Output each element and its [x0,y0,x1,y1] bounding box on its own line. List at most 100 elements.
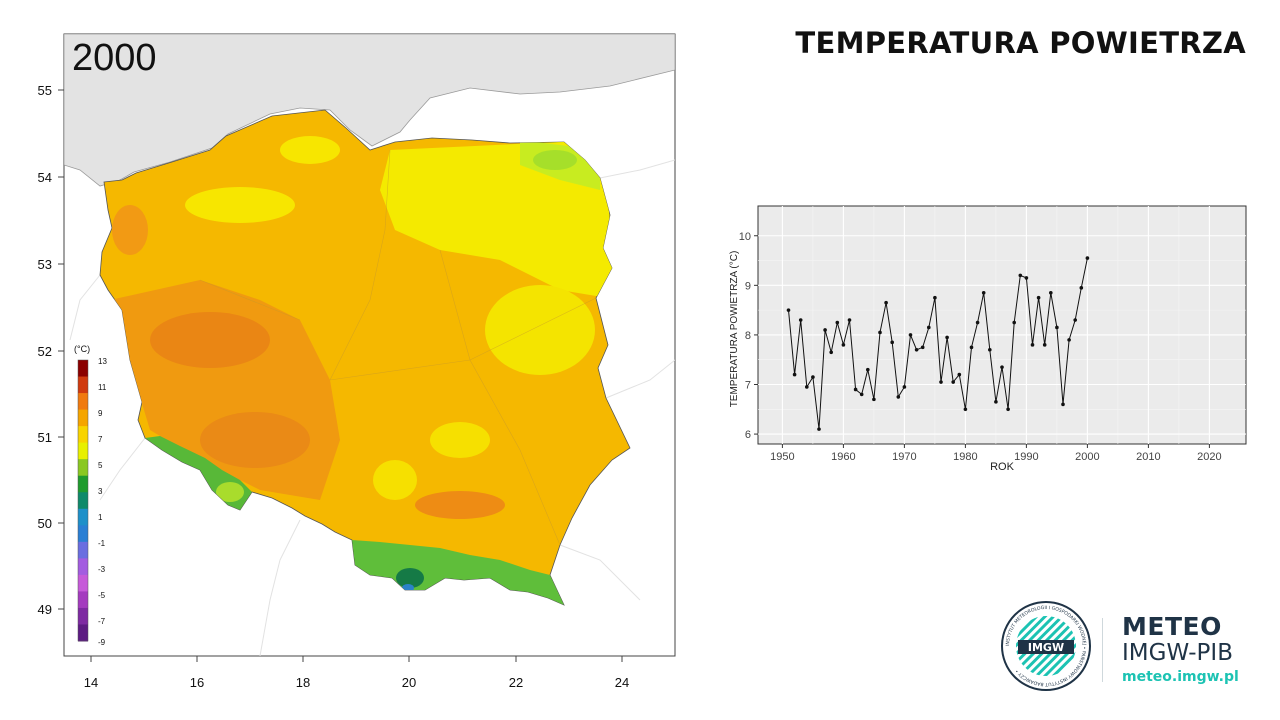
legend-tick-label: 9 [98,409,103,418]
longitude-axis: 14 16 18 20 22 24 [84,656,629,690]
legend-tick-label: 5 [98,461,103,470]
temperature-line-chart: 1950 1960 1970 1980 1990 2000 2010 2020 6 7 8 9 10 … [720,195,1260,480]
data-point [927,325,931,330]
data-point [957,372,962,377]
legend-swatch [78,525,88,543]
x-tick-label: 2020 [1197,451,1221,463]
legend-tick-label: 13 [98,357,107,366]
data-point [914,347,919,352]
logo-url: meteo.imgw.pl [1122,669,1239,685]
y-axis-label: TEMPERATURA POWIETRZA (°C) [729,251,740,408]
legend-swatch [78,409,88,427]
data-point [1073,318,1077,322]
legend-swatch [78,492,88,510]
data-point [988,347,992,352]
lat-tick-label: 55 [38,83,52,98]
data-point [1036,295,1041,300]
legend-swatch [78,607,88,625]
lon-tick-label: 18 [296,675,310,690]
data-point [1018,273,1023,278]
data-point [1006,407,1010,412]
legend-swatch [78,508,88,526]
series-line [788,257,1088,430]
data-point [878,330,882,335]
x-tick-label: 2010 [1136,451,1160,463]
legend-swatch [78,558,88,576]
y-tick-label: 9 [745,280,751,292]
lat-tick-label: 50 [38,516,52,531]
neighbour-borders [69,159,675,656]
x-tick-label: 1990 [1014,451,1038,463]
lon-tick-label: 16 [190,675,204,690]
x-tick-label: 1980 [953,451,977,463]
data-point [1079,286,1084,290]
data-point [908,333,913,337]
x-axis-label: ROK [990,461,1015,473]
emblem-text: IMGW [1028,641,1064,654]
legend-colorbar [77,359,89,642]
legend-swatch [78,459,88,477]
data-point [792,372,797,377]
imgw-emblem-icon: IMGW INSTYTUT METEOROLOGII I GOSPODARKI … [1001,601,1091,691]
data-point [859,392,864,397]
page-title: TEMPERATURA POWIETRZA [795,26,1246,60]
data-point [817,427,821,431]
temperature-map: 2000 55 54 53 52 51 50 49 14 16 18 20 22… [38,33,676,690]
data-point [920,345,925,350]
data-point [890,340,894,345]
data-point [841,343,846,347]
y-tick-label: 8 [745,330,751,342]
data-point [951,380,955,384]
lat-tick-label: 49 [38,602,52,617]
data-point [829,350,833,355]
data-point [872,397,876,402]
x-tick-label: 1960 [831,451,855,463]
legend-swatch [78,376,88,394]
y-tick-label: 6 [745,429,751,441]
lat-tick-label: 54 [38,170,52,185]
grid-minor [758,206,1246,444]
color-legend: (°C) 13 11 9 7 5 3 1 -1 -3 -5 -7 -9 [74,344,107,647]
data-point [1067,338,1071,342]
data-point [835,320,840,325]
data-point [902,385,907,389]
data-point [939,380,943,384]
data-point [853,387,858,392]
data-point [847,318,852,322]
data-point [866,367,870,372]
lat-tick-label: 52 [38,344,52,359]
legend-tick-label: -3 [98,565,106,574]
data-point [786,308,791,312]
y-tick-label: 10 [739,231,751,243]
legend-swatch [78,591,88,609]
lat-tick-label: 51 [38,430,52,445]
x-tick-label: 2000 [1075,451,1099,463]
legend-unit: (°C) [74,344,90,354]
data-point [823,328,827,332]
logo-meteo: METEO [1122,612,1222,641]
x-tick-label: 1950 [770,451,794,463]
data-point [798,318,803,322]
data-point [945,335,949,340]
legend-swatch [78,442,88,460]
logo-divider [1102,618,1103,682]
data-point [975,320,980,325]
data-point [805,385,809,389]
line-chart-svg: 1950 1960 1970 1980 1990 2000 2010 2020 678910 … [729,205,1247,473]
y-tick-label: 7 [745,380,751,392]
data-point [896,395,901,399]
x-tick-label: 1970 [892,451,916,463]
lat-tick-label: 53 [38,257,52,272]
legend-swatch [78,574,88,592]
data-point [981,290,986,295]
data-point [811,375,815,379]
data-point [969,345,974,350]
legend-swatch [78,624,88,642]
data-point [884,300,888,305]
y-axis: 6 7 8 9 10 [739,231,758,441]
legend-swatch [78,360,88,378]
legend-tick-label: -1 [98,539,106,548]
data-point [1000,365,1004,369]
data-point [1049,290,1053,295]
temperature-map-panel: 2000 55 54 53 52 51 50 49 14 16 18 20 22… [38,33,676,690]
